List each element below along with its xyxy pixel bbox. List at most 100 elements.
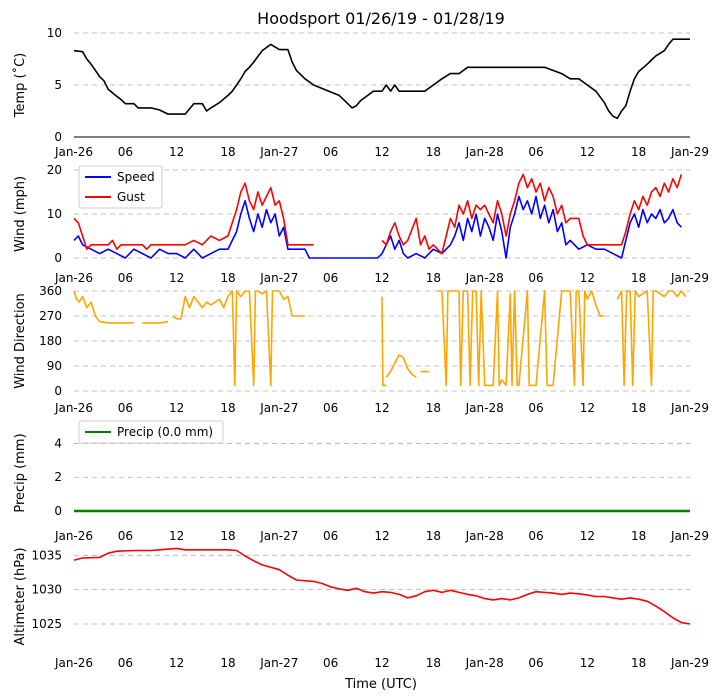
y-tick-label: 90 xyxy=(47,359,62,373)
y-tick-label: 1035 xyxy=(31,548,62,562)
x-tick-label: Jan-28 xyxy=(465,656,504,670)
chart-title: Hoodsport 01/26/19 - 01/28/19 xyxy=(257,9,505,28)
x-tick-label: 18 xyxy=(631,271,646,285)
x-tick-label: 18 xyxy=(426,271,441,285)
x-tick-label: 18 xyxy=(220,271,235,285)
series-line-temp xyxy=(73,38,690,120)
x-tick-label: 12 xyxy=(374,656,389,670)
x-tick-label: 18 xyxy=(631,529,646,543)
series-line-direction xyxy=(142,320,169,324)
x-tick-label: 12 xyxy=(374,145,389,159)
y-tick-label: 0 xyxy=(54,384,62,398)
x-tick-label: Jan-26 xyxy=(54,656,93,670)
series-line-direction xyxy=(73,290,134,324)
x-tick-label: 06 xyxy=(323,145,338,159)
x-tick-label: 06 xyxy=(323,271,338,285)
x-tick-label: 06 xyxy=(528,656,543,670)
series-line-direction xyxy=(385,354,417,378)
x-tick-label: 06 xyxy=(323,529,338,543)
legend-box xyxy=(78,420,224,444)
panel-wdir: 0 90 180 270 360 Jan-26 06 12 18 Jan-27 06 12 18 Jan-… xyxy=(13,284,709,415)
series-line-direction xyxy=(437,290,605,387)
series-line-altimeter xyxy=(73,547,691,625)
x-tick-label: Jan-28 xyxy=(465,401,504,415)
x-tick-label: Jan-29 xyxy=(670,529,709,543)
x-tick-label: Jan-27 xyxy=(259,401,298,415)
panels: 0 5 10 Jan-26 06 12 18 Jan-27 06 12 18 Jan-28 06 12 18… xyxy=(12,26,709,670)
x-tick-label: Jan-26 xyxy=(54,401,93,415)
y-tick-label: 1025 xyxy=(31,617,62,631)
x-tick-label: 06 xyxy=(118,401,133,415)
series-line-gust xyxy=(73,182,314,250)
series-line-direction xyxy=(381,296,387,387)
legend-label: Gust xyxy=(117,190,145,204)
y-tick-label: 180 xyxy=(39,334,62,348)
y-axis-label: Precip (mm) xyxy=(13,433,28,512)
panel-precip: 0 2 4 Jan-26 06 12 18 Jan-27 06 12 18 Jan-28 06 12 18 J… xyxy=(13,420,709,543)
legend-label: Precip (0.0 mm) xyxy=(117,425,213,439)
legend-label: Speed xyxy=(117,170,155,184)
x-tick-label: 06 xyxy=(528,271,543,285)
y-tick-label: 10 xyxy=(47,207,62,221)
x-tick-label: 12 xyxy=(169,271,184,285)
x-tick-label: Jan-27 xyxy=(259,145,298,159)
x-tick-label: 06 xyxy=(528,529,543,543)
x-tick-label: 18 xyxy=(426,145,441,159)
y-tick-label: 0 xyxy=(54,130,62,144)
x-tick-label: 18 xyxy=(426,656,441,670)
x-tick-label: Jan-26 xyxy=(54,529,93,543)
x-tick-label: Jan-26 xyxy=(54,271,93,285)
x-tick-label: 18 xyxy=(426,529,441,543)
y-axis-label: Altimeter (hPa) xyxy=(13,547,28,645)
x-tick-label: 18 xyxy=(220,401,235,415)
x-tick-label: 12 xyxy=(374,271,389,285)
x-tick-label: 18 xyxy=(631,401,646,415)
x-tick-label: 06 xyxy=(528,145,543,159)
x-tick-label: 18 xyxy=(631,656,646,670)
x-tick-label: Jan-27 xyxy=(259,271,298,285)
x-tick-label: 18 xyxy=(220,145,235,159)
x-tick-label: 12 xyxy=(374,529,389,543)
x-tick-label: 12 xyxy=(169,401,184,415)
y-tick-label: 0 xyxy=(54,251,62,265)
x-tick-label: 06 xyxy=(118,145,133,159)
x-tick-label: 12 xyxy=(374,401,389,415)
x-tick-label: Jan-29 xyxy=(670,401,709,415)
x-tick-label: 18 xyxy=(426,401,441,415)
panel-alt: 1025 1030 1035 Jan-26 06 12 18 Jan-27 06 12 18 Jan-… xyxy=(13,547,709,670)
x-tick-label: 06 xyxy=(323,656,338,670)
y-tick-label: 10 xyxy=(47,26,62,40)
y-tick-label: 1030 xyxy=(31,583,62,597)
x-tick-label: 18 xyxy=(220,656,235,670)
x-tick-label: Jan-29 xyxy=(670,271,709,285)
x-tick-label: 06 xyxy=(323,401,338,415)
panel-wind: 0 10 20 Jan-26 06 12 18 Jan-27 06 12 18 Jan-28 06 12 1… xyxy=(13,163,709,285)
x-tick-label: 06 xyxy=(118,529,133,543)
x-tick-label: 12 xyxy=(580,271,595,285)
y-axis-label: Wind Direction xyxy=(13,293,28,389)
x-tick-label: Jan-29 xyxy=(670,656,709,670)
x-tick-label: 18 xyxy=(220,529,235,543)
x-tick-label: Jan-28 xyxy=(465,529,504,543)
y-tick-label: 5 xyxy=(54,78,62,92)
x-tick-label: 12 xyxy=(580,145,595,159)
x-tick-label: 12 xyxy=(580,656,595,670)
x-tick-label: 12 xyxy=(580,529,595,543)
x-tick-label: Jan-28 xyxy=(465,271,504,285)
y-tick-label: 270 xyxy=(39,309,62,323)
panel-temp: 0 5 10 Jan-26 06 12 18 Jan-27 06 12 18 Jan-28 06 12 18… xyxy=(12,26,709,159)
legend-wind: Speed Gust xyxy=(78,165,163,209)
x-tick-label: 06 xyxy=(118,656,133,670)
x-tick-label: Jan-28 xyxy=(465,145,504,159)
x-tick-label: Jan-27 xyxy=(259,656,298,670)
x-tick-label: Jan-29 xyxy=(670,145,709,159)
y-tick-label: 4 xyxy=(54,436,62,450)
legend-precip: Precip (0.0 mm) xyxy=(78,420,224,444)
y-tick-label: 0 xyxy=(54,504,62,518)
x-tick-label: Jan-27 xyxy=(259,529,298,543)
y-tick-label: 360 xyxy=(39,284,62,298)
series-line-direction xyxy=(171,290,305,387)
x-axis-label: Time (UTC) xyxy=(344,677,417,692)
x-tick-label: 12 xyxy=(169,529,184,543)
